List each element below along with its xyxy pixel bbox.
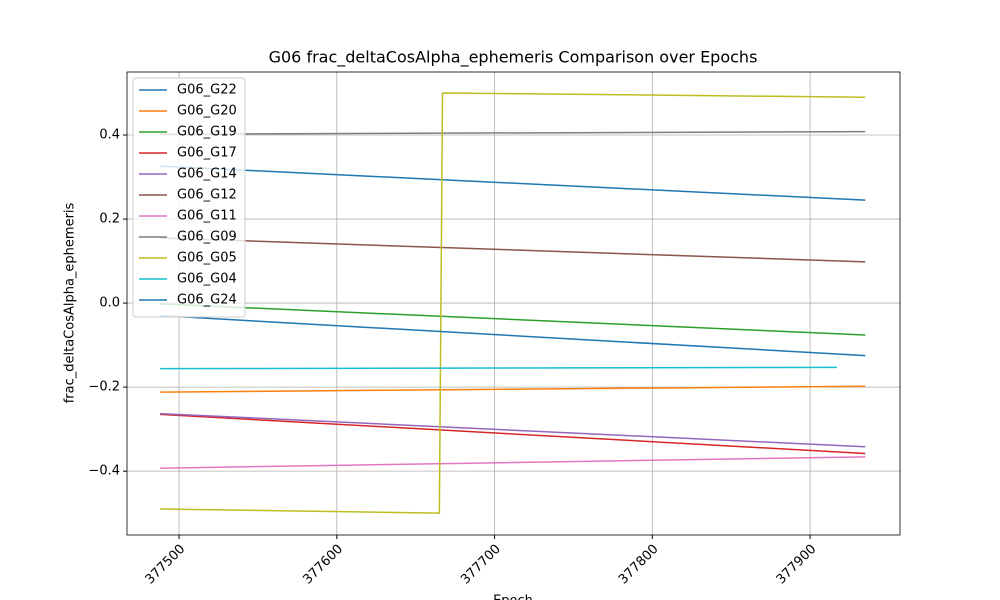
series-line [160,130,866,135]
y-axis-label: frac_deltaCosAlpha_ephemeris [63,202,78,403]
series-line [160,165,866,201]
legend-label: G06_G24 [177,293,237,308]
x-tick-label: 377900 [774,542,820,588]
series-line [160,237,866,263]
x-axis-label: Epoch [493,594,533,600]
series-line [160,314,866,357]
x-tick-label: 377500 [143,542,189,588]
legend-label: G06_G04 [177,272,237,287]
x-tick-label: 377600 [300,542,346,588]
plot-frame [126,71,901,536]
series-line [160,366,837,370]
legend-label: G06_G22 [177,83,237,98]
chart-title: G06 frac_deltaCosAlpha_ephemeris Compari… [269,48,758,68]
series-line [160,303,866,336]
legend-label: G06_G17 [177,146,237,161]
legend-label: G06_G14 [177,167,237,182]
series-line [160,412,866,448]
y-tick-label: 0.0 [99,296,120,311]
legend-label: G06_G19 [177,125,237,140]
y-tick-label: −0.2 [88,380,120,395]
legend-label: G06_G05 [177,251,237,266]
series-line [160,385,866,393]
y-tick-label: −0.4 [88,464,120,479]
legend-label: G06_G20 [177,104,237,119]
y-tick-label: 0.2 [99,212,120,227]
series-line [160,456,866,469]
legend: G06_G22 G06_G20 G06_G19 G06_G17 G06_G14 G06_G… [132,77,246,318]
series-line [160,92,866,514]
x-tick-label: 377800 [616,542,662,588]
legend-label: G06_G11 [177,209,237,224]
y-tick-label: 0.4 [99,128,120,143]
series-line [160,413,866,455]
x-tick-label: 377700 [458,542,504,588]
legend-label: G06_G09 [177,230,237,245]
legend-label: G06_G12 [177,188,237,203]
